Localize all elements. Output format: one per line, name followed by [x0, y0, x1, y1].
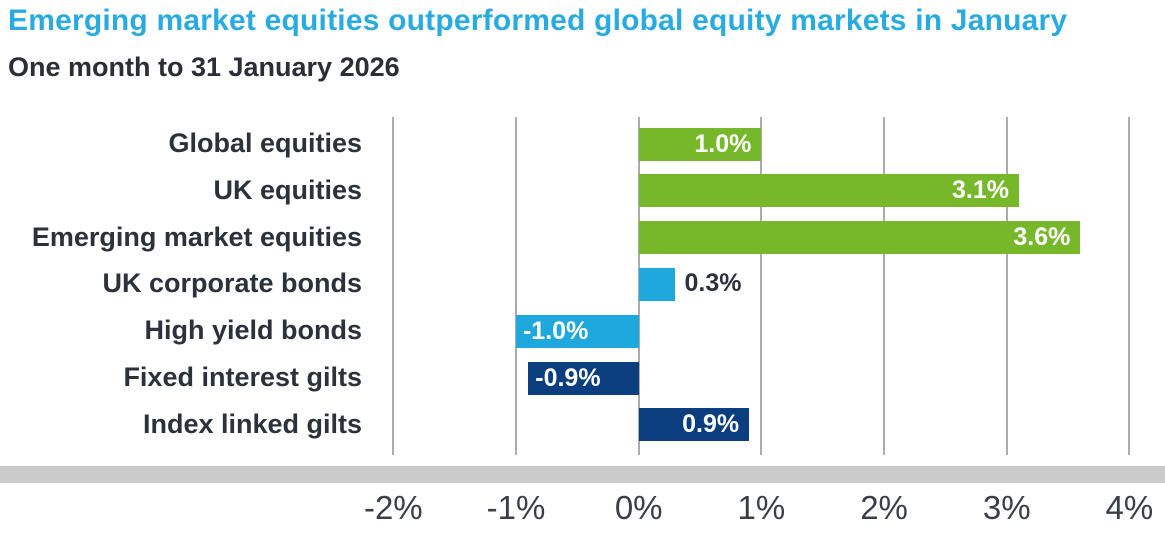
category-label: UK corporate bonds [102, 268, 362, 299]
gridline [1005, 117, 1008, 455]
bar: 1.0% [638, 127, 762, 161]
x-axis-tick: 3% [982, 489, 1031, 526]
bar-value-label: 0.3% [684, 269, 742, 298]
x-axis-tick: -2% [363, 489, 423, 526]
category-label: Emerging market equities [31, 221, 362, 252]
gridline [514, 117, 517, 455]
category-label: Fixed interest gilts [123, 362, 362, 392]
category-label: Global equities [168, 128, 362, 158]
gridline [392, 117, 395, 455]
bar: 0.9% [638, 408, 750, 442]
bar: 3.1% [638, 174, 1019, 208]
bar-value-label: -1.0% [522, 316, 589, 345]
bar: 3.6% [638, 221, 1081, 255]
axis-band [0, 466, 1165, 483]
chart-subtitle: One month to 31 January 2026 [8, 52, 400, 82]
gridline [760, 117, 763, 455]
bar: -1.0% [515, 314, 639, 348]
bar-value-label: 3.6% [1013, 223, 1071, 252]
category-label: High yield bonds [144, 315, 362, 346]
bar-value-label: 1.0% [694, 129, 752, 158]
bar [638, 267, 676, 301]
category-label: Index linked gilts [142, 408, 362, 439]
x-axis-tick: 1% [737, 489, 786, 526]
bar: -0.9% [528, 361, 639, 395]
x-axis-tick: -1% [486, 489, 546, 526]
chart-title: Emerging market equities outperformed gl… [8, 4, 1068, 37]
category-label: UK equities [213, 174, 362, 205]
x-axis-tick: 0% [614, 489, 663, 526]
gridline [1128, 117, 1131, 455]
bar-value-label: -0.9% [535, 363, 601, 392]
bar-value-label: 3.1% [952, 176, 1009, 205]
gridline [883, 117, 886, 455]
bar-value-label: 0.9% [682, 410, 740, 439]
x-axis-tick: 2% [860, 489, 908, 526]
x-axis-tick: 4% [1105, 489, 1154, 526]
